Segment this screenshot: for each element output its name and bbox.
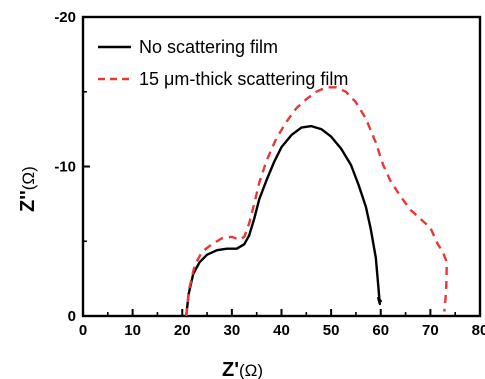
series-line-no-scattering [185,124,382,318]
legend: No scattering film 15 μm-thick scatterin… [98,37,348,89]
y-tick-label: -20 [54,9,76,26]
legend-label-no-scattering: No scattering film [139,37,278,57]
plot-border [81,15,482,318]
x-tick-label: 0 [79,322,87,339]
x-tick-label: 10 [124,322,141,339]
y-axis-label: Z''(Ω) [17,166,39,212]
legend-label-15um-scattering: 15 μm-thick scattering film [139,69,348,89]
x-tick-label: 20 [174,322,191,339]
x-tick-label: 80 [472,322,485,339]
plot-frame [81,15,482,318]
series-line-15um-scattering [185,86,448,317]
x-tick-label: 50 [323,322,340,339]
x-tick-label: 70 [422,322,439,339]
axis-tick-labels: 0 10 20 30 40 50 60 70 80 0 -10 -20 [54,9,485,339]
axis-ticks [82,16,481,317]
y-tick-label: 0 [68,308,76,325]
x-tick-label: 40 [273,322,290,339]
y-tick-label: -10 [54,159,76,176]
x-tick-label: 30 [224,322,241,339]
x-axis-label: Z'(Ω) [222,359,263,379]
series-layer [185,86,448,318]
x-tick-label: 60 [372,322,389,339]
